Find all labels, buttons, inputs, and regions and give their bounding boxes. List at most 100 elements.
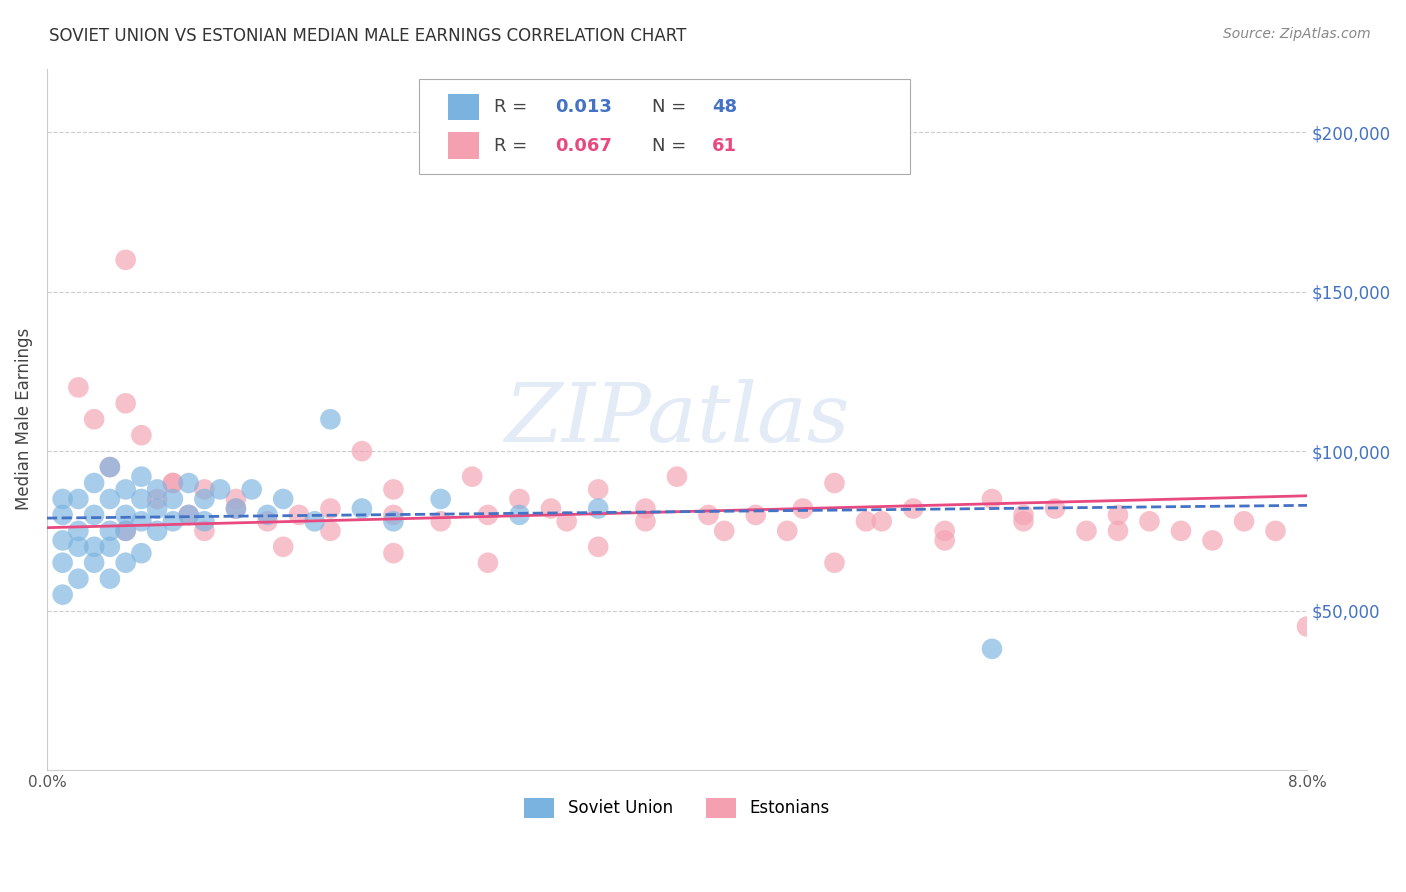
Point — [114, 524, 136, 538]
Point — [98, 460, 121, 475]
FancyBboxPatch shape — [447, 94, 479, 120]
Point — [193, 491, 215, 506]
Point — [271, 491, 294, 506]
Point — [792, 501, 814, 516]
Point — [52, 588, 75, 602]
Point — [52, 556, 75, 570]
Point — [934, 524, 956, 538]
Point — [1170, 524, 1192, 538]
Point — [114, 396, 136, 410]
Point — [193, 514, 215, 528]
Point — [744, 508, 766, 522]
Point — [83, 540, 105, 554]
Point — [177, 508, 200, 522]
Point — [1233, 514, 1256, 528]
Text: 0.013: 0.013 — [555, 98, 612, 116]
Point — [824, 556, 846, 570]
Point — [98, 460, 121, 475]
Point — [382, 546, 405, 560]
Point — [67, 540, 90, 554]
Point — [162, 514, 184, 528]
Text: N =: N = — [652, 98, 692, 116]
Point — [67, 491, 90, 506]
Point — [193, 483, 215, 497]
Point — [382, 483, 405, 497]
Point — [350, 501, 373, 516]
Point — [824, 476, 846, 491]
Point — [461, 469, 484, 483]
Point — [555, 514, 578, 528]
Point — [114, 508, 136, 522]
Point — [146, 524, 169, 538]
Text: SOVIET UNION VS ESTONIAN MEDIAN MALE EARNINGS CORRELATION CHART: SOVIET UNION VS ESTONIAN MEDIAN MALE EAR… — [49, 27, 686, 45]
Text: 61: 61 — [713, 136, 737, 154]
Point — [67, 572, 90, 586]
Point — [271, 540, 294, 554]
Point — [981, 641, 1004, 656]
Point — [477, 508, 499, 522]
Point — [83, 476, 105, 491]
FancyBboxPatch shape — [419, 79, 910, 174]
Point — [225, 501, 247, 516]
Point — [903, 501, 925, 516]
Point — [114, 524, 136, 538]
Point — [1264, 524, 1286, 538]
Point — [177, 508, 200, 522]
Point — [508, 508, 530, 522]
Point — [382, 514, 405, 528]
Point — [855, 514, 877, 528]
Point — [288, 508, 311, 522]
Legend: Soviet Union, Estonians: Soviet Union, Estonians — [517, 791, 837, 825]
Point — [52, 508, 75, 522]
Point — [1012, 508, 1035, 522]
Point — [131, 469, 153, 483]
Point — [304, 514, 326, 528]
Point — [67, 524, 90, 538]
Point — [240, 483, 263, 497]
Point — [382, 508, 405, 522]
Text: R =: R = — [495, 136, 533, 154]
Text: 0.067: 0.067 — [555, 136, 612, 154]
Point — [634, 501, 657, 516]
Y-axis label: Median Male Earnings: Median Male Earnings — [15, 328, 32, 510]
Point — [586, 540, 609, 554]
Point — [98, 491, 121, 506]
Point — [52, 491, 75, 506]
Point — [319, 412, 342, 426]
Point — [52, 533, 75, 548]
Point — [540, 501, 562, 516]
Text: Source: ZipAtlas.com: Source: ZipAtlas.com — [1223, 27, 1371, 41]
Point — [114, 252, 136, 267]
Point — [256, 508, 278, 522]
Point — [776, 524, 799, 538]
Point — [1043, 501, 1066, 516]
Point — [131, 428, 153, 442]
Point — [114, 556, 136, 570]
Point — [350, 444, 373, 458]
Point — [1012, 514, 1035, 528]
Point — [713, 524, 735, 538]
Point — [1296, 619, 1319, 633]
Point — [146, 491, 169, 506]
Point — [934, 533, 956, 548]
Point — [162, 476, 184, 491]
Point — [1201, 533, 1223, 548]
Point — [193, 524, 215, 538]
Point — [225, 491, 247, 506]
Point — [83, 556, 105, 570]
Point — [1076, 524, 1098, 538]
Point — [162, 491, 184, 506]
Point — [98, 524, 121, 538]
Point — [586, 483, 609, 497]
Point — [508, 491, 530, 506]
Point — [1107, 508, 1129, 522]
Point — [1107, 524, 1129, 538]
Point — [634, 514, 657, 528]
Point — [98, 540, 121, 554]
Point — [586, 501, 609, 516]
Point — [67, 380, 90, 394]
Point — [162, 476, 184, 491]
Point — [209, 483, 232, 497]
Point — [83, 412, 105, 426]
Point — [697, 508, 720, 522]
